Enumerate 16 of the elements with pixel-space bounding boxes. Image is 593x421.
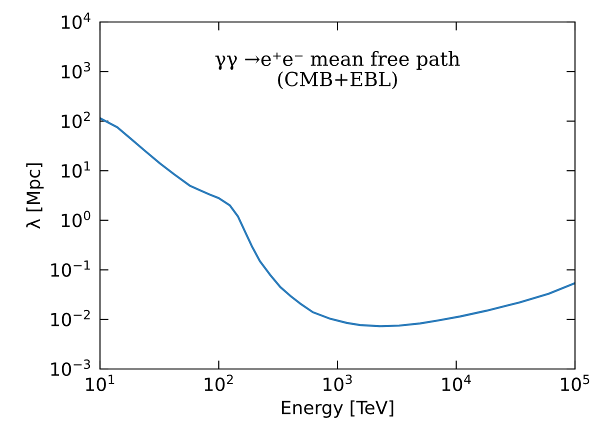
y-tick-label: 10$^{−1}$ bbox=[51, 260, 90, 277]
x-tick-label: 10$^{1}$ bbox=[86, 374, 114, 392]
y-tick-label: 10$^{0}$ bbox=[62, 210, 90, 228]
y-tick-label: 10$^{2}$ bbox=[62, 112, 90, 128]
x-tick-label: 10$^{5}$ bbox=[561, 374, 590, 392]
y-tick-label: 10$^{3}$ bbox=[62, 62, 90, 79]
annotation: γγ →e⁺e⁻ mean free path (CMB+EBL) bbox=[215, 51, 460, 90]
x-tick-label: 10$^{4}$ bbox=[442, 374, 471, 392]
x-tick-label: 10$^{2}$ bbox=[204, 374, 233, 392]
y-tick-label: 10$^{−2}$ bbox=[51, 310, 90, 326]
y-tick-label: 10$^{−3}$ bbox=[51, 359, 90, 376]
y-axis-title: λ [Mpc] bbox=[26, 163, 44, 229]
y-tick-label: 10$^{1}$ bbox=[62, 161, 90, 178]
y-tick-label: 10$^{4}$ bbox=[62, 12, 90, 29]
x-tick-label: 10$^{3}$ bbox=[324, 374, 352, 392]
x-axis-title: Energy [TeV] bbox=[282, 400, 394, 418]
